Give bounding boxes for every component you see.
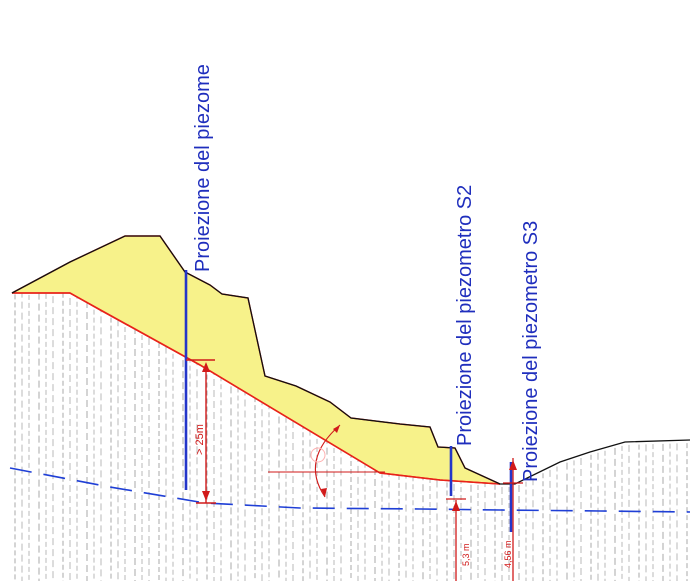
angle-arrow-up <box>333 425 340 433</box>
piezometer-2-label: Proiezione del piezometro S2 <box>454 185 476 446</box>
depth-1-label: > 25m <box>194 424 206 455</box>
depth-1-arrow-top <box>202 362 210 372</box>
depth-3-arrow-top <box>509 460 517 470</box>
angle-arrow-down <box>321 488 327 497</box>
ground-profile-line <box>11 235 690 485</box>
depth-2-label: 5,3 m <box>461 543 471 566</box>
depth-2-arrow-top <box>452 501 460 511</box>
piezometer-1-label: Proiezione del piezome <box>192 64 214 272</box>
depth-3-label: 4,56 m <box>503 540 513 568</box>
depth-1-arrow-bottom <box>202 491 210 501</box>
landslide-body <box>11 235 501 485</box>
angle-arc <box>314 424 341 498</box>
water-table-line <box>9 467 690 513</box>
piezometer-3-label: Proiezione del piezometro S3 <box>520 221 542 482</box>
angle-value-marker <box>310 447 326 463</box>
